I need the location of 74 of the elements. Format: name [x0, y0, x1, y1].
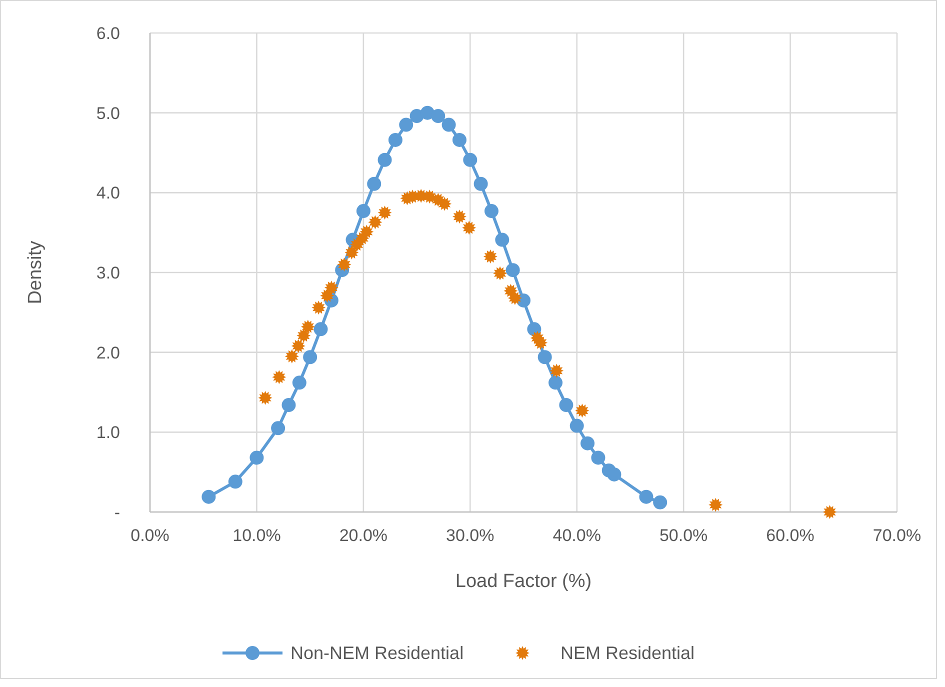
point — [258, 390, 272, 405]
point — [452, 210, 466, 224]
x-tick-label: 70.0% — [872, 526, 922, 545]
point — [484, 204, 498, 218]
point — [463, 152, 478, 167]
y-tick-label: - — [114, 503, 120, 522]
x-axis-title: Load Factor (%) — [455, 571, 592, 592]
point — [250, 450, 264, 465]
point — [493, 266, 508, 280]
y-tick-label: 1.0 — [96, 423, 120, 442]
point — [550, 364, 564, 378]
point — [300, 320, 315, 334]
point — [202, 490, 216, 504]
point — [367, 176, 382, 191]
point — [607, 467, 622, 482]
point — [296, 328, 311, 343]
point — [314, 322, 328, 336]
point — [580, 436, 595, 450]
point — [495, 232, 510, 247]
x-tick-label: 40.0% — [552, 526, 601, 545]
point — [639, 490, 654, 504]
point — [575, 404, 590, 418]
point — [591, 450, 606, 465]
y-tick-label: 2.0 — [96, 343, 120, 362]
point — [431, 109, 446, 124]
point — [506, 263, 520, 278]
point — [228, 474, 242, 489]
point — [438, 196, 452, 211]
point — [442, 118, 456, 132]
x-tick-label: 50.0% — [659, 526, 708, 545]
x-tick-label: 60.0% — [766, 526, 814, 545]
point — [708, 498, 723, 512]
point — [483, 250, 498, 264]
point — [303, 350, 318, 364]
x-tick-label: 10.0% — [232, 526, 281, 545]
point — [462, 220, 476, 235]
point — [272, 370, 286, 384]
x-tick-label: 20.0% — [339, 526, 388, 545]
y-axis-title: Density — [25, 240, 46, 304]
point — [548, 376, 563, 390]
x-tick-label: 0.0% — [130, 526, 170, 545]
legend-label: Non-NEM Residential — [290, 643, 464, 663]
point — [822, 505, 837, 519]
point — [368, 215, 382, 230]
point — [452, 132, 466, 147]
point — [284, 349, 299, 364]
legend-label: NEM Residential — [560, 643, 695, 663]
point — [653, 495, 668, 510]
point — [378, 152, 392, 167]
point — [292, 376, 306, 390]
y-tick-label: 3.0 — [96, 264, 120, 282]
point — [538, 350, 552, 364]
x-tick-label: 30.0% — [446, 526, 494, 545]
y-tick-label: 5.0 — [96, 104, 120, 123]
point — [360, 224, 374, 239]
point — [324, 280, 338, 295]
point — [312, 300, 326, 315]
point — [271, 421, 286, 436]
point — [534, 336, 548, 350]
point — [559, 398, 574, 412]
point — [422, 190, 437, 204]
point — [570, 418, 584, 433]
point — [291, 338, 306, 353]
point — [344, 246, 359, 260]
point — [378, 206, 392, 220]
point — [508, 291, 522, 306]
point — [474, 176, 488, 191]
point — [399, 118, 414, 132]
point — [282, 398, 296, 412]
y-tick-label: 4.0 — [96, 184, 120, 203]
y-tick-label: 6.0 — [96, 24, 120, 43]
point — [356, 204, 370, 218]
point — [337, 258, 352, 272]
point — [388, 132, 402, 147]
